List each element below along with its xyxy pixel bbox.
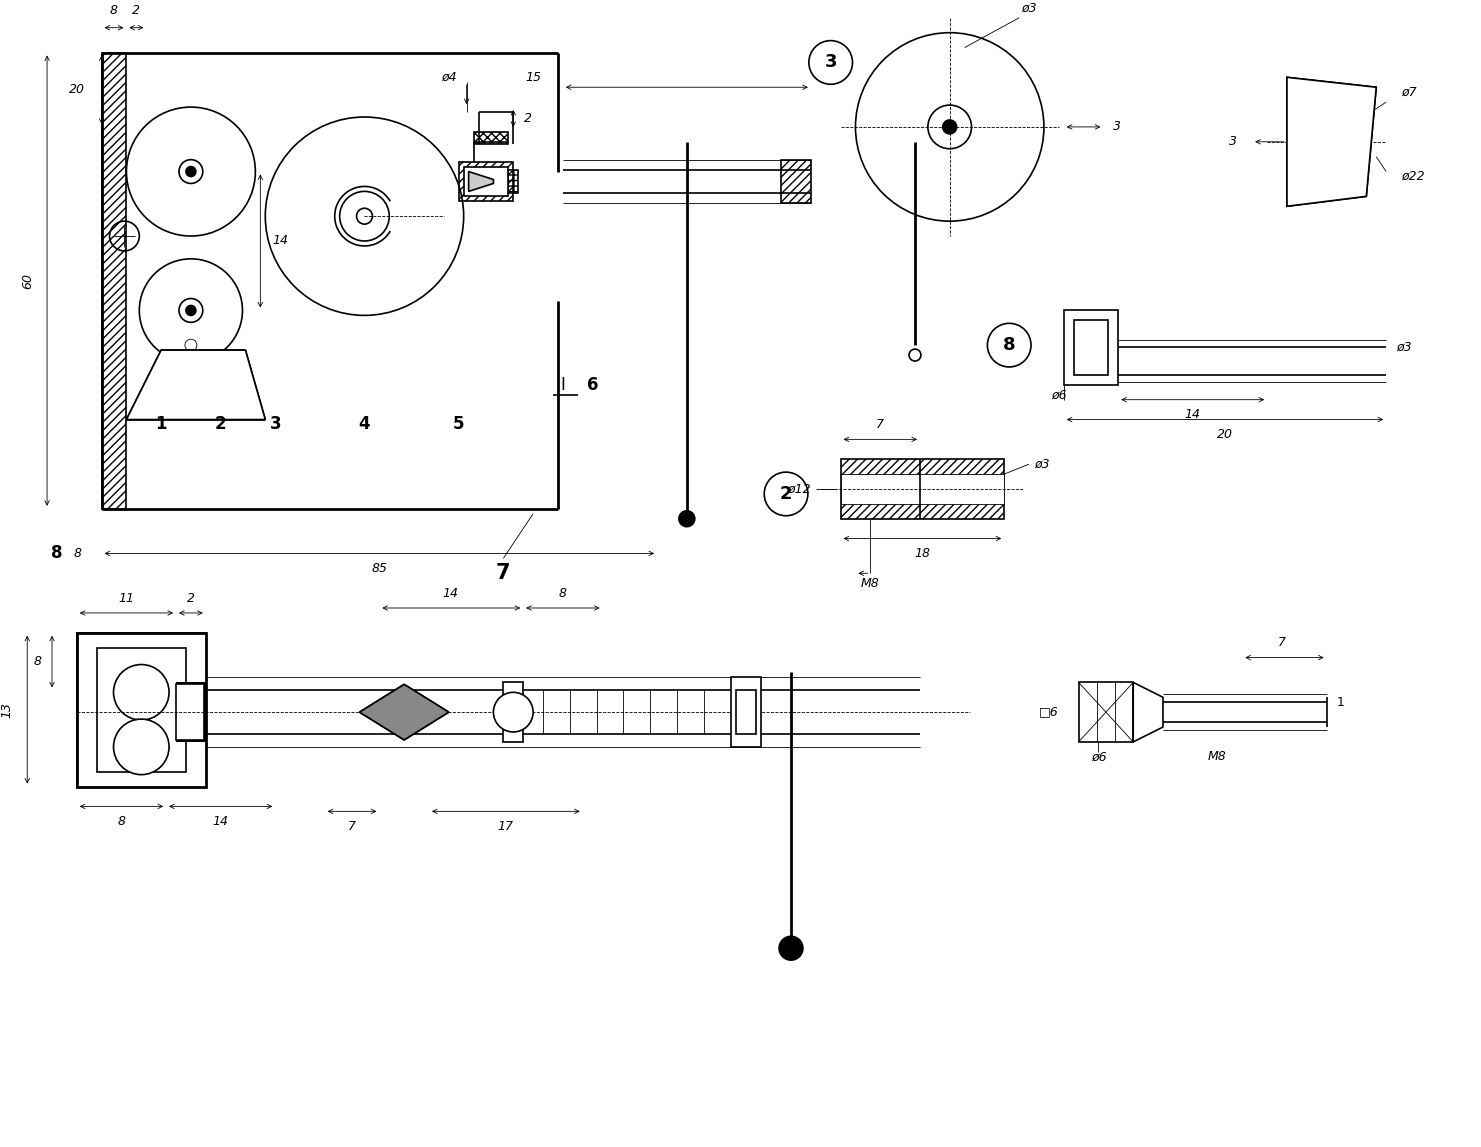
Polygon shape <box>468 172 493 192</box>
Bar <box>176 685 204 740</box>
Text: 8: 8 <box>558 586 567 600</box>
Text: 20: 20 <box>68 83 84 95</box>
Bar <box>1078 682 1133 742</box>
Bar <box>77 633 206 787</box>
Text: ø4: ø4 <box>441 71 456 84</box>
Text: 3: 3 <box>1114 120 1121 133</box>
Bar <box>501 170 518 194</box>
Text: ø7: ø7 <box>1401 86 1417 99</box>
Text: □6: □6 <box>1040 705 1059 719</box>
Bar <box>176 682 206 742</box>
Text: I: I <box>560 376 566 393</box>
Text: 3: 3 <box>825 54 837 71</box>
Text: ø22: ø22 <box>1401 170 1425 184</box>
Circle shape <box>678 510 695 526</box>
Text: 85: 85 <box>372 562 388 575</box>
Text: 2: 2 <box>780 485 792 502</box>
Text: ø6: ø6 <box>1052 388 1066 401</box>
Text: 60: 60 <box>21 273 34 289</box>
Text: 2: 2 <box>187 592 195 604</box>
Polygon shape <box>1133 682 1163 742</box>
Text: 7: 7 <box>348 820 355 833</box>
Bar <box>504 682 523 697</box>
Text: 3: 3 <box>270 415 281 434</box>
Text: 20: 20 <box>1216 428 1232 440</box>
Text: 7: 7 <box>1278 637 1286 649</box>
Circle shape <box>187 166 195 177</box>
Polygon shape <box>360 685 449 740</box>
Bar <box>102 53 126 509</box>
Bar <box>459 162 514 202</box>
Text: 13: 13 <box>1 702 13 718</box>
Text: 3: 3 <box>1229 135 1237 148</box>
Bar <box>841 474 1004 504</box>
Circle shape <box>943 120 957 134</box>
Text: 8: 8 <box>110 5 117 17</box>
Text: 11: 11 <box>118 592 135 604</box>
Text: ø6: ø6 <box>1090 750 1106 763</box>
Polygon shape <box>126 350 265 420</box>
Text: 14: 14 <box>273 234 289 248</box>
Text: 5: 5 <box>453 415 465 434</box>
Text: ø12: ø12 <box>788 483 810 496</box>
Text: 7: 7 <box>496 563 511 584</box>
Bar <box>464 166 508 196</box>
Text: 2: 2 <box>215 415 227 434</box>
Bar <box>732 678 761 747</box>
Bar <box>841 459 1004 518</box>
Text: 15: 15 <box>526 71 541 84</box>
Text: 8: 8 <box>33 655 41 668</box>
Text: 14: 14 <box>443 586 459 600</box>
Text: 4: 4 <box>358 415 370 434</box>
Text: ø3: ø3 <box>1397 341 1411 353</box>
Text: ø3: ø3 <box>1034 458 1050 470</box>
Text: 8: 8 <box>74 547 81 560</box>
Bar <box>780 159 810 203</box>
Text: M8: M8 <box>860 577 880 590</box>
Text: 2: 2 <box>524 112 532 125</box>
Bar <box>504 727 523 742</box>
Text: ø3: ø3 <box>1022 1 1037 15</box>
Circle shape <box>493 693 533 732</box>
Text: 18: 18 <box>914 547 930 560</box>
Text: 1: 1 <box>156 415 167 434</box>
Text: 1: 1 <box>1336 696 1345 709</box>
Text: 2: 2 <box>132 5 141 17</box>
Text: 7: 7 <box>877 418 884 431</box>
Polygon shape <box>1287 77 1376 206</box>
Circle shape <box>114 664 169 720</box>
Bar <box>1074 320 1108 375</box>
Circle shape <box>779 936 803 960</box>
Bar <box>736 690 757 734</box>
Text: 8: 8 <box>52 545 62 562</box>
Text: 8: 8 <box>117 814 126 828</box>
Text: M8: M8 <box>1208 750 1226 763</box>
Bar <box>1063 311 1118 384</box>
Text: 17: 17 <box>498 820 514 833</box>
Text: 8: 8 <box>1003 336 1016 354</box>
Text: 14: 14 <box>1185 408 1201 421</box>
Text: 14: 14 <box>213 814 228 828</box>
Text: 6: 6 <box>586 376 598 393</box>
Bar <box>96 648 187 772</box>
Bar <box>474 132 508 143</box>
Circle shape <box>187 305 195 315</box>
Circle shape <box>114 719 169 774</box>
